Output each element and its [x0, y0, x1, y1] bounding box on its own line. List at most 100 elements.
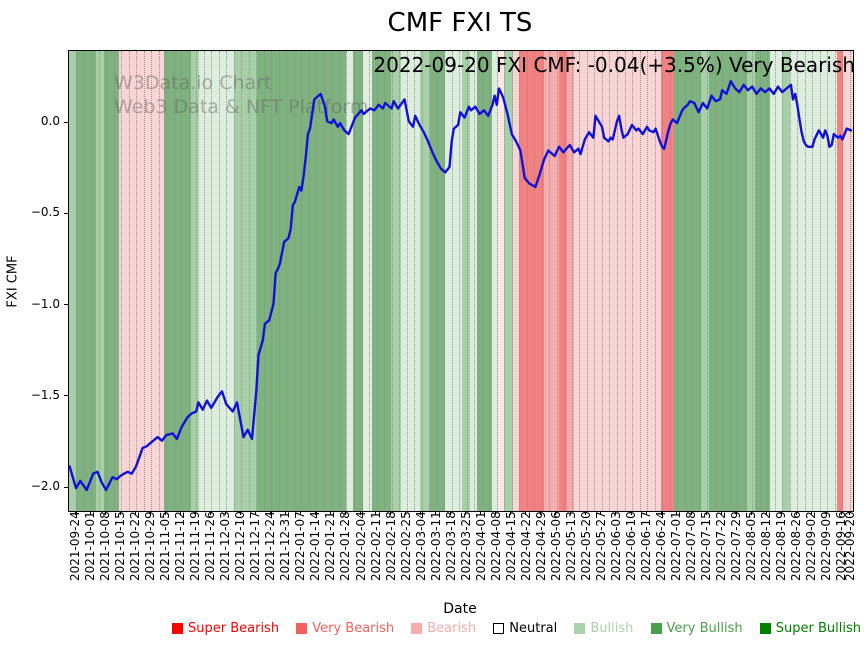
x-tick	[615, 511, 617, 515]
gridline	[752, 51, 754, 511]
legend-swatch-icon	[650, 623, 662, 634]
gridline	[647, 51, 649, 511]
legend-swatch-icon	[172, 623, 183, 634]
y-tick	[64, 395, 68, 397]
gridline	[226, 51, 228, 511]
x-tick-label-text: 2021-09-24	[68, 511, 82, 581]
gridline	[293, 51, 295, 511]
legend-swatch-icon	[411, 623, 423, 634]
gridline	[308, 51, 310, 511]
x-tick-label-text: 2022-07-08	[684, 511, 699, 581]
gridline	[233, 51, 235, 511]
y-tick	[64, 212, 68, 214]
band-bullish_light	[401, 51, 420, 511]
x-tick	[849, 511, 851, 515]
x-tick-label-text: 2022-06-24	[654, 511, 669, 581]
legend-label: Super Bullish	[775, 621, 861, 636]
gridline	[91, 51, 93, 511]
legend-label: Bearish	[427, 621, 477, 636]
gridline	[827, 51, 829, 511]
x-tick-label-text: 2022-04-22	[518, 511, 533, 581]
band-bearish	[118, 51, 164, 511]
band-bullish	[390, 51, 401, 511]
cmf-line	[68, 79, 853, 492]
x-tick-label-text: 2021-10-01	[83, 511, 98, 581]
x-tick-label-text: 2022-01-28	[338, 511, 353, 581]
x-tick	[119, 511, 121, 515]
x-tick	[405, 511, 407, 515]
band-bullish	[700, 51, 709, 511]
gridline	[489, 51, 491, 511]
x-tick	[224, 511, 226, 515]
gridline	[76, 51, 77, 511]
x-tick	[600, 511, 602, 515]
gridline	[128, 51, 130, 511]
gridline	[136, 51, 138, 511]
gridline	[384, 51, 386, 511]
gridline	[692, 51, 694, 511]
gridline	[376, 51, 378, 511]
x-tick	[134, 511, 136, 515]
gridline	[714, 51, 716, 511]
gridline	[481, 51, 483, 511]
gridline	[594, 51, 596, 511]
x-tick	[89, 511, 91, 515]
gridline	[609, 51, 611, 511]
gridline	[211, 51, 213, 511]
x-tick-label-text: 2022-08-26	[789, 511, 804, 581]
x-tick	[269, 511, 271, 515]
x-tick	[675, 511, 677, 515]
x-tick-label-text: 2022-05-27	[593, 511, 608, 581]
legend-swatch-icon	[296, 623, 308, 634]
gridline	[834, 51, 836, 511]
gridline	[564, 51, 566, 511]
x-tick-label-text: 2022-09-09	[819, 511, 834, 581]
x-tick	[360, 511, 362, 515]
gridline	[173, 51, 175, 511]
x-tick	[299, 511, 301, 515]
x-tick-label-text: 2022-04-01	[473, 511, 488, 581]
band-bearish	[843, 51, 853, 511]
x-tick	[179, 511, 181, 515]
gridlines-layer	[69, 51, 853, 511]
legend-item-bearish: Bearish	[411, 621, 476, 636]
band-very_bearish	[559, 51, 567, 511]
gridline	[444, 51, 446, 511]
x-tick-label-text: 2022-02-18	[383, 511, 398, 581]
band-very_bearish	[519, 51, 544, 511]
band-bullish	[781, 51, 791, 511]
x-tick-label-text: 2022-06-03	[608, 511, 623, 581]
gridline	[361, 51, 363, 511]
watermark-line1: W3Data.io Chart	[114, 72, 272, 94]
legend-item-super-bearish: Super Bearish	[172, 621, 279, 636]
gridline	[722, 51, 724, 511]
gridline	[819, 51, 821, 511]
gridline	[113, 51, 115, 511]
x-tick	[149, 511, 151, 515]
x-tick-label-text: 2022-06-10	[624, 511, 639, 581]
x-tick-label-text: 2022-02-04	[353, 511, 368, 581]
gridline	[744, 51, 746, 511]
band-bullish_light	[769, 51, 782, 511]
y-tick-label: −0.5	[30, 205, 60, 220]
x-tick-label-text: 2022-05-06	[548, 511, 563, 581]
y-tick-label: −1.5	[30, 387, 60, 402]
gridline	[406, 51, 408, 511]
gridline	[83, 51, 85, 511]
x-tick-label-text: 2021-12-17	[248, 511, 263, 581]
gridline	[729, 51, 731, 511]
gridline	[241, 51, 243, 511]
gridline	[669, 51, 671, 511]
band-bullish_light	[469, 51, 478, 511]
x-tick	[375, 511, 377, 515]
x-tick-label-text: 2022-01-14	[308, 511, 323, 581]
legend-label: Bullish	[590, 621, 634, 636]
gridline	[354, 51, 355, 511]
x-tick-label-text: 2021-11-05	[158, 511, 173, 581]
x-tick-label-text: 2022-03-11	[428, 511, 443, 581]
gridline	[301, 51, 303, 511]
gridline	[196, 51, 198, 511]
gridline	[789, 51, 791, 511]
x-tick	[765, 511, 767, 515]
x-tick	[329, 511, 331, 515]
